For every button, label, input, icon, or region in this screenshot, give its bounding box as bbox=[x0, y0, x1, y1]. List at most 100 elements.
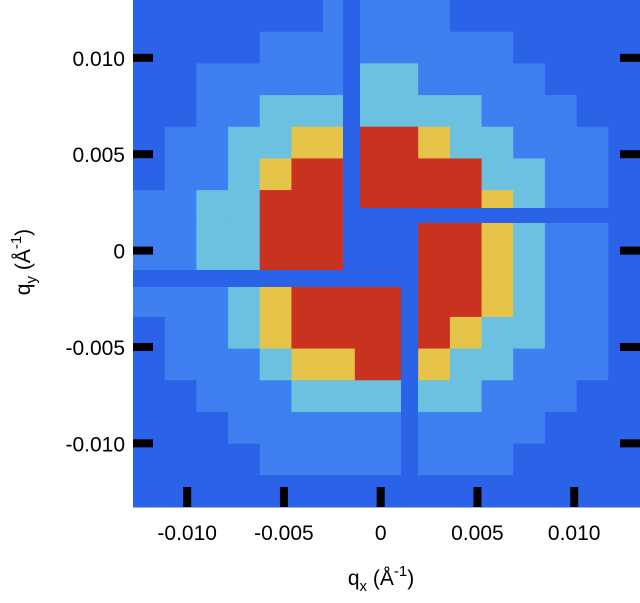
heatmap-cell bbox=[418, 63, 451, 96]
y-tick-label: -0.005 bbox=[65, 337, 125, 360]
beam-stop-bar bbox=[401, 208, 418, 507]
heatmap-cell bbox=[133, 443, 166, 476]
x-label-sub: x bbox=[360, 578, 368, 595]
heatmap-cell bbox=[608, 348, 640, 381]
heatmap-cell bbox=[291, 158, 324, 191]
heatmap-cell bbox=[481, 158, 514, 191]
heatmap-cell bbox=[449, 380, 483, 413]
heatmap-cell bbox=[449, 316, 483, 350]
heatmap-cell bbox=[133, 411, 166, 445]
heatmap-cell bbox=[481, 253, 514, 286]
heatmap-cell bbox=[544, 253, 578, 286]
heatmap-cell bbox=[354, 316, 387, 350]
x-tick-mark bbox=[473, 487, 482, 507]
heatmap-cell bbox=[513, 126, 546, 159]
heatmap-cell bbox=[576, 411, 609, 445]
heatmap-cell bbox=[576, 158, 609, 191]
heatmap-cell bbox=[291, 411, 324, 445]
y-tick-label: 0.010 bbox=[72, 48, 125, 71]
heatmap-cell bbox=[291, 475, 324, 508]
y-label-text: q bbox=[12, 284, 35, 296]
heatmap-cell bbox=[544, 31, 578, 64]
heatmap-cell bbox=[576, 380, 609, 413]
heatmap-cell bbox=[259, 411, 292, 445]
heatmap-cell bbox=[608, 253, 640, 286]
heatmap-cell bbox=[449, 348, 483, 381]
heatmap-cell bbox=[513, 253, 546, 286]
heatmap-cell bbox=[228, 158, 261, 191]
y-label-sup: -1 bbox=[8, 236, 25, 249]
heatmap-cell bbox=[481, 63, 514, 96]
heatmap-cell bbox=[386, 126, 419, 159]
heatmap-cell bbox=[291, 126, 324, 159]
beam-stop bbox=[133, 0, 640, 507]
heatmap-cell bbox=[291, 285, 324, 318]
heatmap-cell bbox=[544, 0, 578, 33]
heatmap-cell bbox=[608, 63, 640, 96]
heatmap-cell bbox=[196, 443, 229, 476]
heatmap-cell bbox=[291, 380, 324, 413]
heatmap-cell bbox=[576, 0, 609, 33]
heatmap-cell bbox=[323, 285, 356, 318]
heatmap-cell bbox=[481, 126, 514, 159]
heatmap-cell bbox=[544, 158, 578, 191]
heatmap-cell bbox=[418, 316, 451, 350]
heatmap-cell bbox=[133, 0, 166, 33]
heatmap-cell bbox=[133, 380, 166, 413]
heatmap-cell bbox=[576, 126, 609, 159]
x-label-close: ) bbox=[407, 567, 414, 590]
x-tick-mark bbox=[183, 487, 192, 507]
beam-stop-bar bbox=[133, 270, 403, 287]
heatmap-cell bbox=[164, 443, 197, 476]
heatmap-cell bbox=[544, 285, 578, 318]
y-tick-label: 0.005 bbox=[72, 144, 125, 167]
y-tick-mark bbox=[620, 150, 640, 159]
heatmap-cell bbox=[449, 31, 483, 64]
heatmap-cell bbox=[164, 158, 197, 191]
heatmap-cell bbox=[259, 126, 292, 159]
heatmap-cell bbox=[228, 316, 261, 350]
heatmap-cell bbox=[228, 411, 261, 445]
heatmap-cell bbox=[291, 348, 324, 381]
heatmap-cell bbox=[608, 95, 640, 128]
heatmap-cell bbox=[323, 380, 356, 413]
y-tick-label: 0 bbox=[113, 241, 125, 264]
heatmap-cell bbox=[133, 158, 166, 191]
x-tick-mark bbox=[279, 487, 288, 507]
heatmap-cell bbox=[481, 285, 514, 318]
x-axis-label: qx (Å-1) bbox=[348, 563, 414, 595]
heatmap-cell bbox=[481, 221, 514, 254]
heatmap-cell bbox=[259, 380, 292, 413]
heatmap bbox=[133, 0, 640, 508]
heatmap-cell bbox=[449, 443, 483, 476]
heatmap-cell bbox=[228, 380, 261, 413]
heatmap-cell bbox=[576, 221, 609, 254]
y-label-unit: (Å bbox=[12, 249, 35, 276]
heatmap-cell bbox=[354, 31, 387, 64]
heatmap-cell bbox=[196, 316, 229, 350]
heatmap-cell bbox=[354, 443, 387, 476]
heatmap-cell bbox=[259, 95, 292, 128]
heatmap-cell bbox=[513, 221, 546, 254]
x-label-sup: -1 bbox=[394, 563, 407, 580]
heatmap-cell bbox=[354, 63, 387, 96]
heatmap-cell bbox=[576, 475, 609, 508]
y-tick-mark bbox=[620, 439, 640, 448]
heatmap-cell bbox=[481, 316, 514, 350]
heatmap-cell bbox=[418, 253, 451, 286]
heatmap-cell bbox=[544, 348, 578, 381]
heatmap-cell bbox=[481, 475, 514, 508]
heatmap-cell bbox=[196, 0, 229, 33]
heatmap-cell bbox=[544, 221, 578, 254]
heatmap-cell bbox=[449, 221, 483, 254]
heatmap-cell bbox=[164, 63, 197, 96]
heatmap-cell bbox=[196, 411, 229, 445]
heatmap-cell bbox=[196, 31, 229, 64]
heatmap-cell bbox=[259, 221, 292, 254]
heatmap-cell bbox=[291, 63, 324, 96]
y-tick-mark bbox=[620, 53, 640, 62]
heatmap-cell bbox=[418, 0, 451, 33]
x-tick-mark bbox=[570, 487, 579, 507]
heatmap-cell bbox=[513, 285, 546, 318]
heatmap-cell bbox=[449, 158, 483, 191]
